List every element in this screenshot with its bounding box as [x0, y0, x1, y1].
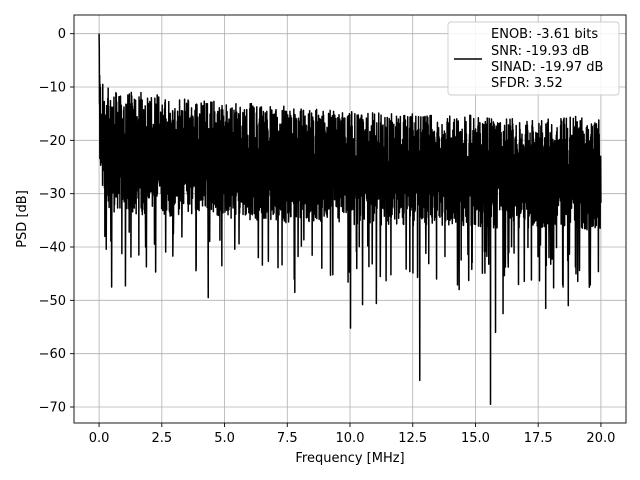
- y-tick-label: −50: [39, 294, 66, 309]
- y-tick-label: −40: [39, 241, 66, 256]
- x-tick-label: 15.0: [461, 431, 490, 446]
- y-tick-label: −30: [39, 187, 66, 202]
- legend-entry-snr: SNR: -19.93 dB: [491, 44, 589, 59]
- x-tick-label: 20.0: [586, 431, 615, 446]
- x-tick-label: 7.5: [277, 431, 298, 446]
- x-tick-label: 5.0: [214, 431, 235, 446]
- psd-series: [98, 33, 602, 406]
- y-axis-ticks: 0 −10 −20 −30 −40 −50 −60 −70: [39, 27, 74, 416]
- y-tick-label: −10: [39, 81, 66, 96]
- y-tick-label: −20: [39, 134, 66, 149]
- legend-entry-sinad: SINAD: -19.97 dB: [491, 60, 603, 75]
- legend: ENOB: -3.61 bits SNR: -19.93 dB SINAD: -…: [447, 21, 620, 96]
- x-tick-label: 17.5: [524, 431, 553, 446]
- x-tick-label: 0.0: [89, 431, 110, 446]
- legend-box: [447, 21, 620, 96]
- y-tick-label: −60: [39, 347, 66, 362]
- y-tick-label: −70: [39, 401, 66, 416]
- psd-line: [98, 33, 602, 406]
- legend-entry-sfdr: SFDR: 3.52: [491, 76, 563, 91]
- y-axis-label: PSD [dB]: [15, 190, 30, 248]
- x-tick-label: 10.0: [336, 431, 365, 446]
- x-axis-label: Frequency [MHz]: [295, 451, 404, 466]
- x-tick-label: 12.5: [398, 431, 427, 446]
- y-tick-label: 0: [58, 27, 66, 42]
- x-axis-ticks: 0.0 2.5 5.0 7.5 10.0 12.5 15.0 17.5 20.0: [89, 423, 615, 446]
- legend-entry-enob: ENOB: -3.61 bits: [491, 27, 598, 42]
- x-tick-label: 2.5: [151, 431, 172, 446]
